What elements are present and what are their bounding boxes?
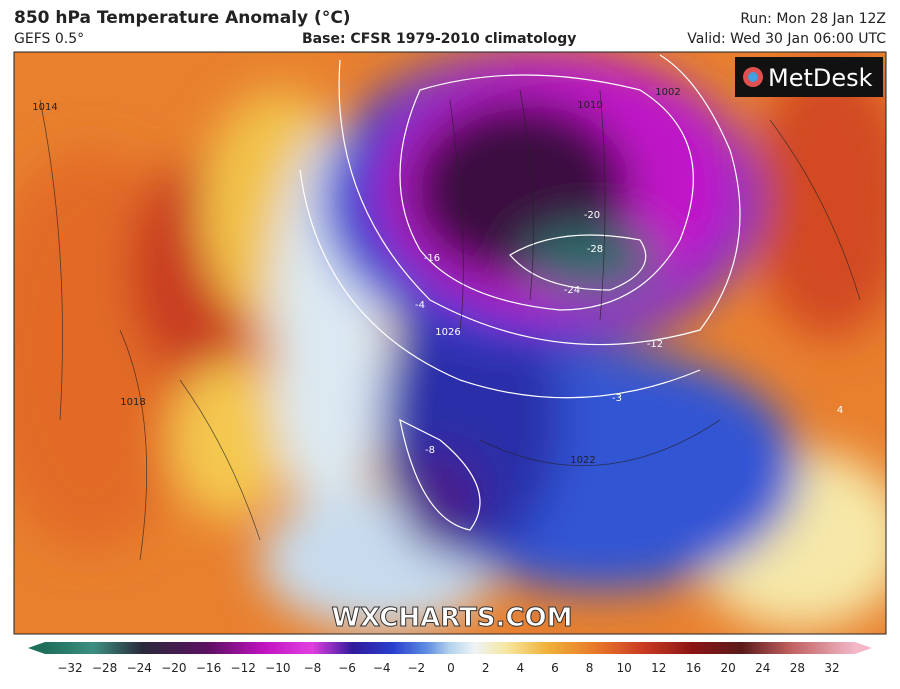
- contour-label: 4: [837, 405, 843, 416]
- run: Run: Mon 28 Jan 12Z: [740, 11, 886, 27]
- colorbar-label: −20: [161, 661, 186, 675]
- colorbar-low-arrow: [28, 642, 45, 654]
- map-frame: [13, 51, 887, 635]
- anomaly-field: -28 -24 -20 -16 -12 -8 -4 -3 4 1014 1018…: [14, 52, 886, 634]
- contour-label: 1022: [570, 455, 595, 466]
- contour-label: -4: [415, 300, 425, 311]
- watermark: WXCHARTS.COM: [331, 603, 572, 633]
- colorbar-label: −2: [408, 661, 426, 675]
- colorbar-label: 6: [551, 661, 559, 675]
- colorbar-label: 2: [482, 661, 490, 675]
- colorbar-label: −28: [92, 661, 117, 675]
- colorbar-label: −10: [265, 661, 290, 675]
- model: GEFS 0.5°: [14, 31, 85, 47]
- colorbar-label: −12: [231, 661, 256, 675]
- colorbar-label: 12: [651, 661, 666, 675]
- contour-label: 1026: [435, 327, 460, 338]
- contour-label: -28: [587, 244, 603, 255]
- colorbar-label: 8: [586, 661, 594, 675]
- contour-label: -8: [425, 445, 435, 456]
- contour-label: 1002: [655, 87, 680, 98]
- colorbar-label: −16: [196, 661, 221, 675]
- logo-icon-inner: [748, 72, 758, 82]
- colorbar-label: −8: [304, 661, 322, 675]
- title: 850 hPa Temperature Anomaly (°C): [14, 8, 351, 28]
- colorbar-label: −24: [127, 661, 152, 675]
- colorbar-label: 24: [755, 661, 770, 675]
- colorbar-label: 16: [686, 661, 701, 675]
- colorbar-label: 20: [720, 661, 735, 675]
- contour-label: 1010: [577, 100, 602, 111]
- colorbar-labels: −32 −28 −24 −20 −16 −12 −10 −8 −6 −4 −2 0 2 4 6 8 10 12 16…: [57, 661, 839, 675]
- colorbar-label: −32: [57, 661, 82, 675]
- contour-label: -16: [424, 253, 440, 264]
- valid: Valid: Wed 30 Jan 06:00 UTC: [687, 31, 886, 47]
- logo-text: MetDesk: [768, 64, 873, 92]
- contour-label: 1018: [120, 397, 145, 408]
- colorbar-label: 4: [516, 661, 524, 675]
- contour-labels: -28 -24 -20 -16 -12 -8 -4 -3 4 1014 1018…: [32, 87, 843, 466]
- base: Base: CFSR 1979-2010 climatology: [302, 31, 577, 47]
- contour-label: -24: [564, 285, 580, 296]
- contour-label: -20: [584, 210, 600, 221]
- contour-label: -3: [612, 393, 622, 404]
- colorbar-label: 28: [790, 661, 805, 675]
- colorbar-high-arrow: [855, 642, 872, 654]
- contour-label: 1014: [32, 102, 57, 113]
- colorbar-label: 32: [824, 661, 839, 675]
- colorbar-label: 0: [447, 661, 455, 675]
- colorbar-label: −6: [338, 661, 356, 675]
- colorbar-label: −4: [373, 661, 391, 675]
- colorbar-label: 10: [617, 661, 632, 675]
- contour-label: -12: [647, 339, 663, 350]
- colorbar: [45, 642, 855, 654]
